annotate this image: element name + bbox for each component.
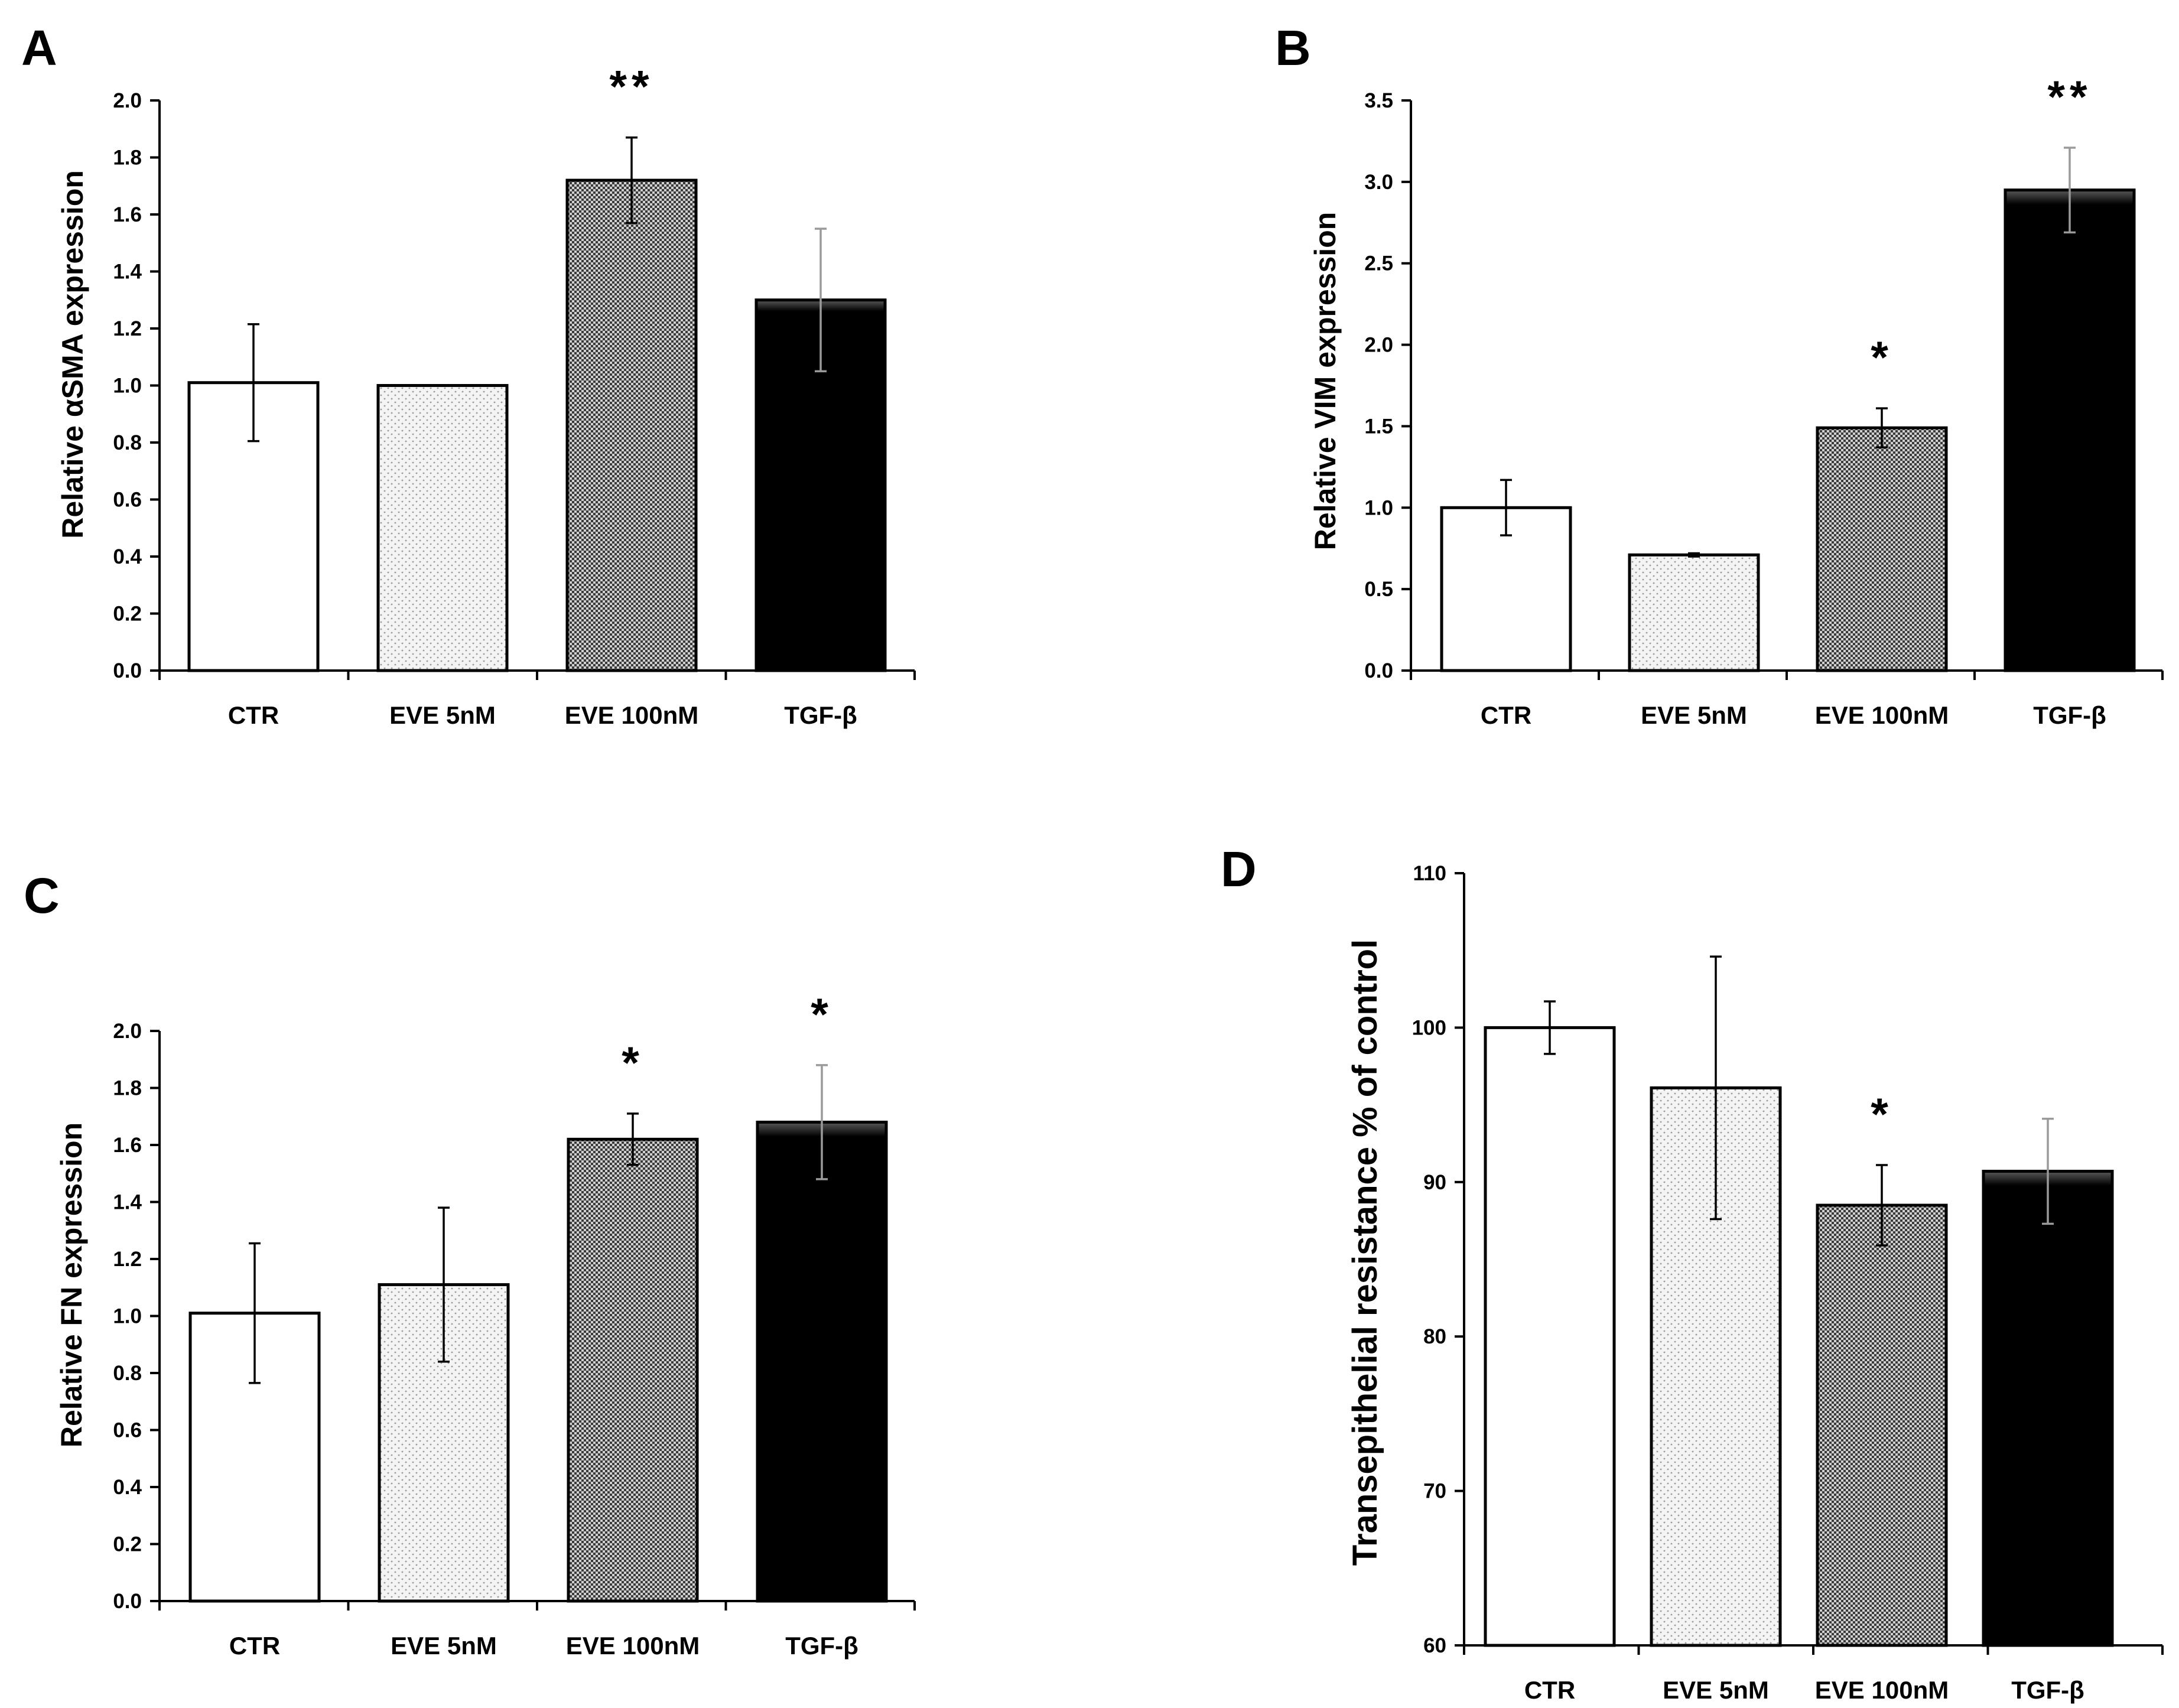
panel-c-y-tick-label: 1.0 <box>113 1305 142 1328</box>
panel-b-y-tick-label: 3.0 <box>1364 171 1393 194</box>
panel-b-category-label-eve-100nm: EVE 100nM <box>1815 701 1949 729</box>
panel-a-category-label-eve-100nm: EVE 100nM <box>565 701 698 729</box>
panel-b-category-label-ctr: CTR <box>1481 701 1531 729</box>
panel-d-category-label-tgf: TGF-β <box>2011 1676 2084 1704</box>
panel-a-category-label-tgf: TGF-β <box>784 701 857 729</box>
panel-c-y-tick-label: 0.2 <box>113 1533 142 1556</box>
panel-c-bar-eve-100nm <box>567 1137 699 1603</box>
panel-c-y-tick-label: 1.4 <box>113 1191 142 1214</box>
panel-c-ylabel: Relative FN expression <box>55 1123 88 1447</box>
panel-b-bar-tgf <box>2004 188 2136 672</box>
panel-d-bar-tgf <box>1982 1170 2114 1647</box>
panel-a-label: A <box>21 20 57 76</box>
panel-d-y-tick-label: 110 <box>1413 862 1446 885</box>
panel-b-bar-eve-5nm <box>1628 553 1760 672</box>
panel-a-y-tick-label: 1.6 <box>113 203 142 226</box>
panel-b-bar-eve-100nm <box>1816 426 1948 672</box>
panel-c-label: C <box>24 868 60 923</box>
panel-b-label: B <box>1275 20 1311 76</box>
panel-a-category-label-eve-5nm: EVE 5nM <box>389 701 496 729</box>
panel-b-y-tick-label: 0.0 <box>1364 659 1393 682</box>
panel-c-y-tick-label: 0.0 <box>113 1590 142 1613</box>
panel-a-y-tick-label: 1.4 <box>113 261 142 284</box>
panel-b-category-label-tgf: TGF-β <box>2033 701 2106 729</box>
panel-d-category-label-ctr: CTR <box>1524 1676 1575 1704</box>
panel-b-significance-eve-100nm: * <box>1871 333 1893 383</box>
panel-a-bar-eve-5nm <box>376 384 509 672</box>
panel-c-significance-tgf: * <box>811 990 833 1040</box>
panel-a-ylabel: Relative αSMA expression <box>56 170 89 539</box>
panel-d-y-tick-label: 80 <box>1423 1325 1446 1348</box>
panel-b-significance-tgf: ** <box>2047 72 2092 122</box>
panel-c-category-label-tgf: TGF-β <box>785 1632 858 1660</box>
panel-c-category-label-eve-5nm: EVE 5nM <box>391 1632 497 1660</box>
panel-b-y-tick-label: 3.5 <box>1364 89 1393 112</box>
panel-d-label: D <box>1221 841 1257 897</box>
panel-d-plot: 60 70 80 90 100 110 CTR EVE 5nM EVE 100nM * TGF-β <box>1412 862 2164 1704</box>
panel-a-y-tick-label: 1.8 <box>113 147 142 170</box>
panel-a-y-tick-label: 0.8 <box>113 431 142 454</box>
panel-a-y-tick-label: 2.0 <box>113 89 142 112</box>
panel-c-y-tick-label: 2.0 <box>113 1020 142 1043</box>
panel-a-y-tick-label: 1.2 <box>113 317 142 340</box>
panel-a: A Relative αSMA expression 0.00.20.40.60… <box>21 20 916 729</box>
panel-c-category-label-ctr: CTR <box>229 1632 280 1660</box>
panel-c-bar-tgf <box>756 1120 888 1603</box>
panel-c: C Relative FN expression 0.0 0.2 0.4 0.6 0.8… <box>24 868 916 1660</box>
panel-d-bar-ctr <box>1484 1026 1616 1647</box>
panel-d-ylabel: Transepithelial resistance % of control <box>1346 939 1384 1566</box>
panel-c-plot: 0.0 0.2 0.4 0.6 0.8 1.0 1.2 1.4 1.6 1.8 2.0 CTR EVE … <box>113 990 916 1660</box>
panel-b-y-tick-label: 1.0 <box>1364 496 1393 519</box>
panel-a-y-tick-label: 0.2 <box>113 603 142 626</box>
panel-c-y-tick-label: 1.8 <box>113 1077 142 1100</box>
panel-d-y-tick-label: 60 <box>1423 1634 1446 1657</box>
panel-d-significance-eve-100nm: * <box>1871 1089 1893 1140</box>
panel-d-category-label-eve-100nm: EVE 100nM <box>1815 1676 1949 1704</box>
panel-a-y-tick-label: 0.0 <box>113 659 142 682</box>
panel-d-y-tick-label: 70 <box>1423 1480 1446 1503</box>
panel-a-plot: 0.0 0.2 0.4 0.6 0.8 1.0 1.2 1.4 1.6 1.8 2.0 CTR EVE … <box>113 62 916 729</box>
panel-c-y-tick-label: 0.8 <box>113 1362 142 1385</box>
panel-b-plot: 0.0 0.5 1.0 1.5 2.0 2.5 3.0 3.5 CTR EVE 5nM EVE 10… <box>1364 72 2164 729</box>
panel-b-y-tick-label: 1.5 <box>1364 415 1393 438</box>
panel-c-y-tick-label: 0.4 <box>113 1476 142 1499</box>
panel-b-y-tick-label: 0.5 <box>1364 578 1393 601</box>
panel-d: D Transepithelial resistance % of contro… <box>1221 841 2164 1704</box>
panel-b-ylabel: Relative VIM expression <box>1309 212 1342 550</box>
panel-c-y-tick-label: 1.2 <box>113 1248 142 1271</box>
panel-c-y-tick-label: 0.6 <box>113 1419 142 1442</box>
panel-c-y-tick-label: 1.6 <box>113 1134 142 1157</box>
panel-a-y-tick-label: 0.6 <box>113 489 142 512</box>
panel-d-bar-eve-100nm <box>1816 1203 1948 1647</box>
panel-d-category-label-eve-5nm: EVE 5nM <box>1663 1676 1769 1704</box>
panel-b-y-tick-label: 2.5 <box>1364 252 1393 275</box>
panel-d-y-tick-label: 90 <box>1423 1171 1446 1194</box>
panel-a-y-tick-label: 0.4 <box>113 545 142 568</box>
panel-a-y-tick-label: 1.0 <box>113 375 142 398</box>
panel-d-y-tick-label: 100 <box>1412 1016 1446 1039</box>
panel-c-category-label-eve-100nm: EVE 100nM <box>566 1632 700 1660</box>
panel-c-significance-eve-100nm: * <box>622 1038 644 1088</box>
panel-a-bar-eve-100nm <box>565 178 698 672</box>
panel-b-y-tick-label: 2.0 <box>1364 334 1393 357</box>
panel-a-significance-eve-100nm: ** <box>609 62 653 112</box>
panel-a-category-label-ctr: CTR <box>228 701 279 729</box>
panel-b: B Relative VIM expression 0.0 0.5 1.0 1.5 2.… <box>1275 20 2164 729</box>
panel-b-category-label-eve-5nm: EVE 5nM <box>1641 701 1747 729</box>
